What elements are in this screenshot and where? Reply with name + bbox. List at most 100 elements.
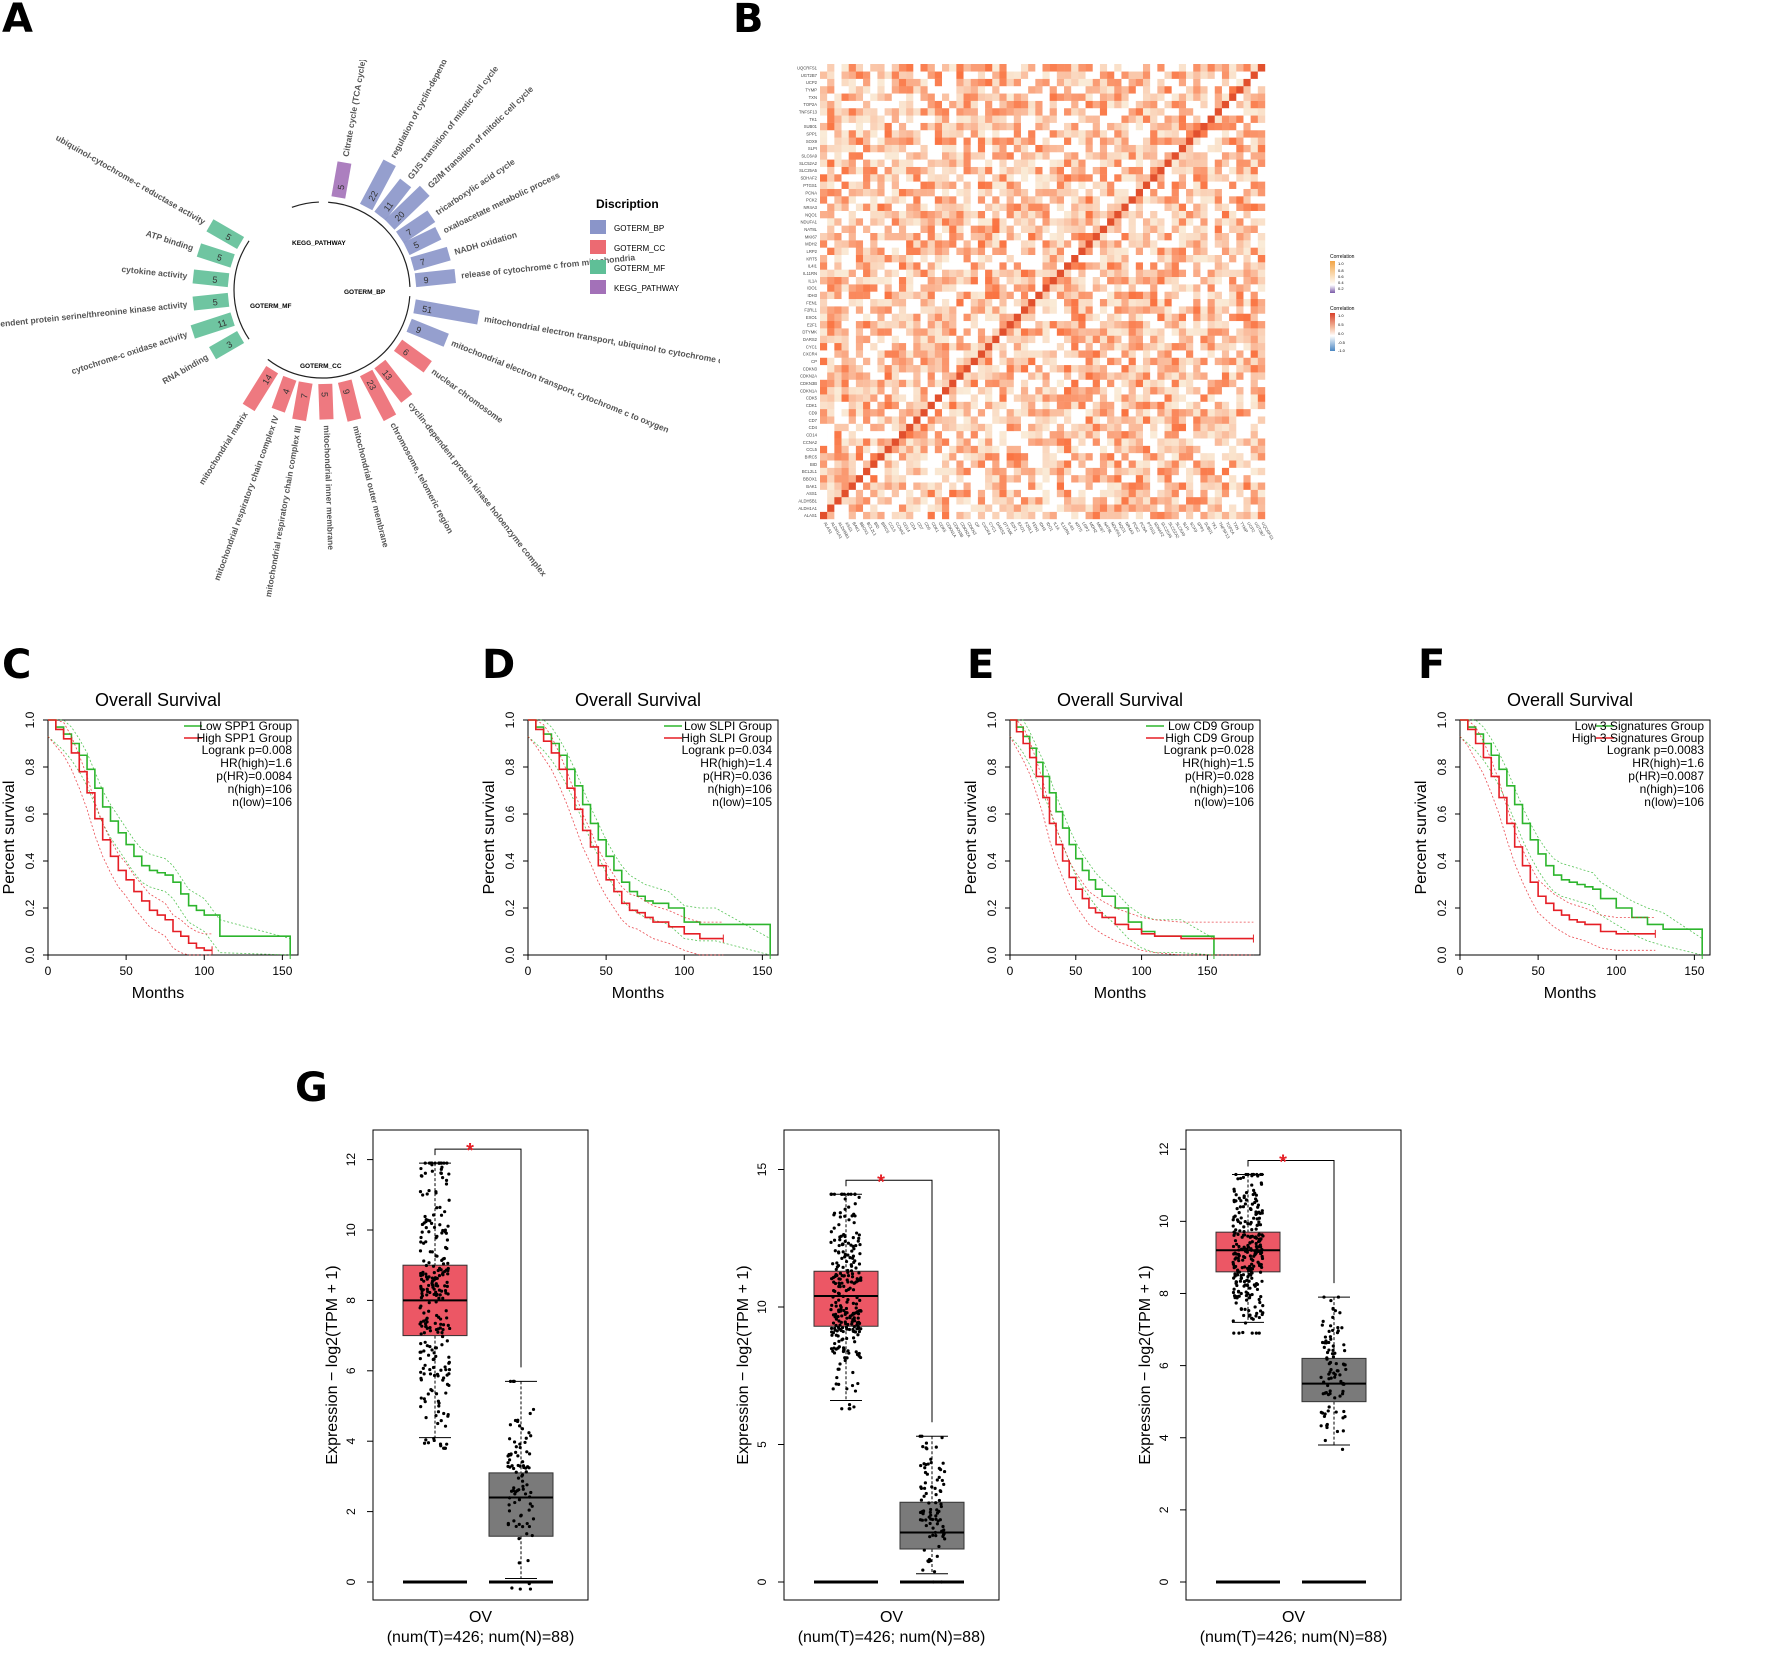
heatmap-cell: [920, 512, 927, 520]
heatmap-cell: [1028, 358, 1035, 366]
data-point: [444, 1229, 447, 1232]
heatmap-cell: [877, 328, 884, 336]
heatmap-cell: [985, 394, 992, 402]
heatmap-cell: [992, 497, 999, 505]
heatmap-cell: [885, 277, 892, 285]
heatmap-cell: [1043, 277, 1050, 285]
heatmap-cell: [1150, 314, 1157, 322]
heatmap-cell: [1258, 299, 1265, 307]
heatmap-cell: [1251, 402, 1258, 410]
heatmap-cell: [877, 152, 884, 160]
heatmap-cell: [849, 225, 856, 233]
heatmap-cell: [1193, 196, 1200, 204]
data-point: [831, 1262, 834, 1265]
heatmap-cell: [942, 512, 949, 520]
heatmap-cell: [1143, 314, 1150, 322]
data-point: [512, 1380, 515, 1383]
heatmap-cell: [1172, 108, 1179, 116]
heatmap-cell: [1014, 438, 1021, 446]
heatmap-cell: [1007, 233, 1014, 241]
heatmap-cell: [1186, 380, 1193, 388]
heatmap-cell: [999, 79, 1006, 87]
heatmap-cell: [1014, 460, 1021, 468]
data-point: [513, 1440, 516, 1443]
heatmap-cell: [1086, 71, 1093, 79]
heatmap-cell: [1050, 159, 1057, 167]
heatmap-cell: [877, 306, 884, 314]
heatmap-cell: [949, 468, 956, 476]
heatmap-cell: [1136, 115, 1143, 123]
heatmap-cell: [1150, 277, 1157, 285]
heatmap-cell: [842, 387, 849, 395]
heatmap-cell: [1136, 269, 1143, 277]
heatmap-cell: [1028, 321, 1035, 329]
heatmap-cell: [1129, 174, 1136, 182]
heatmap-cell: [999, 482, 1006, 490]
heatmap-cell: [834, 314, 841, 322]
data-point: [830, 1327, 833, 1330]
heatmap-cell: [820, 409, 827, 417]
heatmap-cell: [1121, 108, 1128, 116]
heatmap-cell: [827, 504, 834, 512]
heatmap-cell: [928, 468, 935, 476]
heatmap-cell: [1021, 299, 1028, 307]
heatmap-cell: [1021, 64, 1028, 72]
heatmap-cell: [1165, 321, 1172, 329]
go-bar-label: mitochondrial electron transport, ubiqui…: [483, 314, 720, 366]
heatmap-cell: [877, 174, 884, 182]
heatmap-cell: [992, 218, 999, 226]
data-point: [434, 1414, 437, 1417]
heatmap-cell: [1186, 402, 1193, 410]
heatmap-cell: [1114, 145, 1121, 153]
heatmap-cell: [906, 453, 913, 461]
heatmap-cell: [1136, 475, 1143, 483]
heatmap-cell: [1243, 218, 1250, 226]
heatmap-cell: [1172, 394, 1179, 402]
heatmap-cell: [920, 409, 927, 417]
heatmap-cell: [877, 402, 884, 410]
heatmap-cell: [1186, 512, 1193, 520]
heatmap-cell: [1050, 71, 1057, 79]
heatmap-cell: [985, 218, 992, 226]
heatmap-cell: [1251, 262, 1258, 270]
heatmap-cell: [999, 292, 1006, 300]
heatmap-cell: [1043, 431, 1050, 439]
heatmap-cell: [1007, 416, 1014, 424]
heatmap-cell: [1150, 189, 1157, 197]
heatmap-cell: [885, 181, 892, 189]
heatmap-cell: [1035, 336, 1042, 344]
heatmap-cell: [1258, 482, 1265, 490]
heatmap-cell: [1035, 468, 1042, 476]
heatmap-cell: [1014, 255, 1021, 263]
heatmap-cell: [978, 380, 985, 388]
heatmap-cell: [856, 328, 863, 336]
heatmap-cell: [1258, 468, 1265, 476]
heatmap-cell: [849, 431, 856, 439]
heatmap-cell: [1186, 196, 1193, 204]
data-point: [424, 1162, 427, 1165]
heatmap-cell: [1014, 504, 1021, 512]
heatmap-cell: [1186, 145, 1193, 153]
data-point: [427, 1392, 430, 1395]
heatmap-cell: [920, 233, 927, 241]
heatmap-cell: [1143, 152, 1150, 160]
heatmap-cell: [928, 402, 935, 410]
heatmap-cell: [1129, 512, 1136, 520]
heatmap-cell: [1078, 482, 1085, 490]
heatmap-cell: [1236, 115, 1243, 123]
heatmap-cell: [1014, 123, 1021, 131]
survival-stat: n(high)=106: [1640, 782, 1705, 796]
data-point: [434, 1322, 437, 1325]
heatmap-cell: [913, 93, 920, 101]
heatmap-cell: [863, 167, 870, 175]
heatmap-cell: [899, 446, 906, 454]
heatmap-cell: [1014, 86, 1021, 94]
data-point: [517, 1537, 520, 1540]
heatmap-cell: [920, 284, 927, 292]
heatmap-row-label: SPP1: [806, 132, 817, 137]
heatmap-cell: [942, 343, 949, 351]
heatmap-cell: [1236, 152, 1243, 160]
heatmap-cell: [870, 409, 877, 417]
heatmap-cell: [877, 292, 884, 300]
survival-ci-lower: [1460, 736, 1655, 950]
